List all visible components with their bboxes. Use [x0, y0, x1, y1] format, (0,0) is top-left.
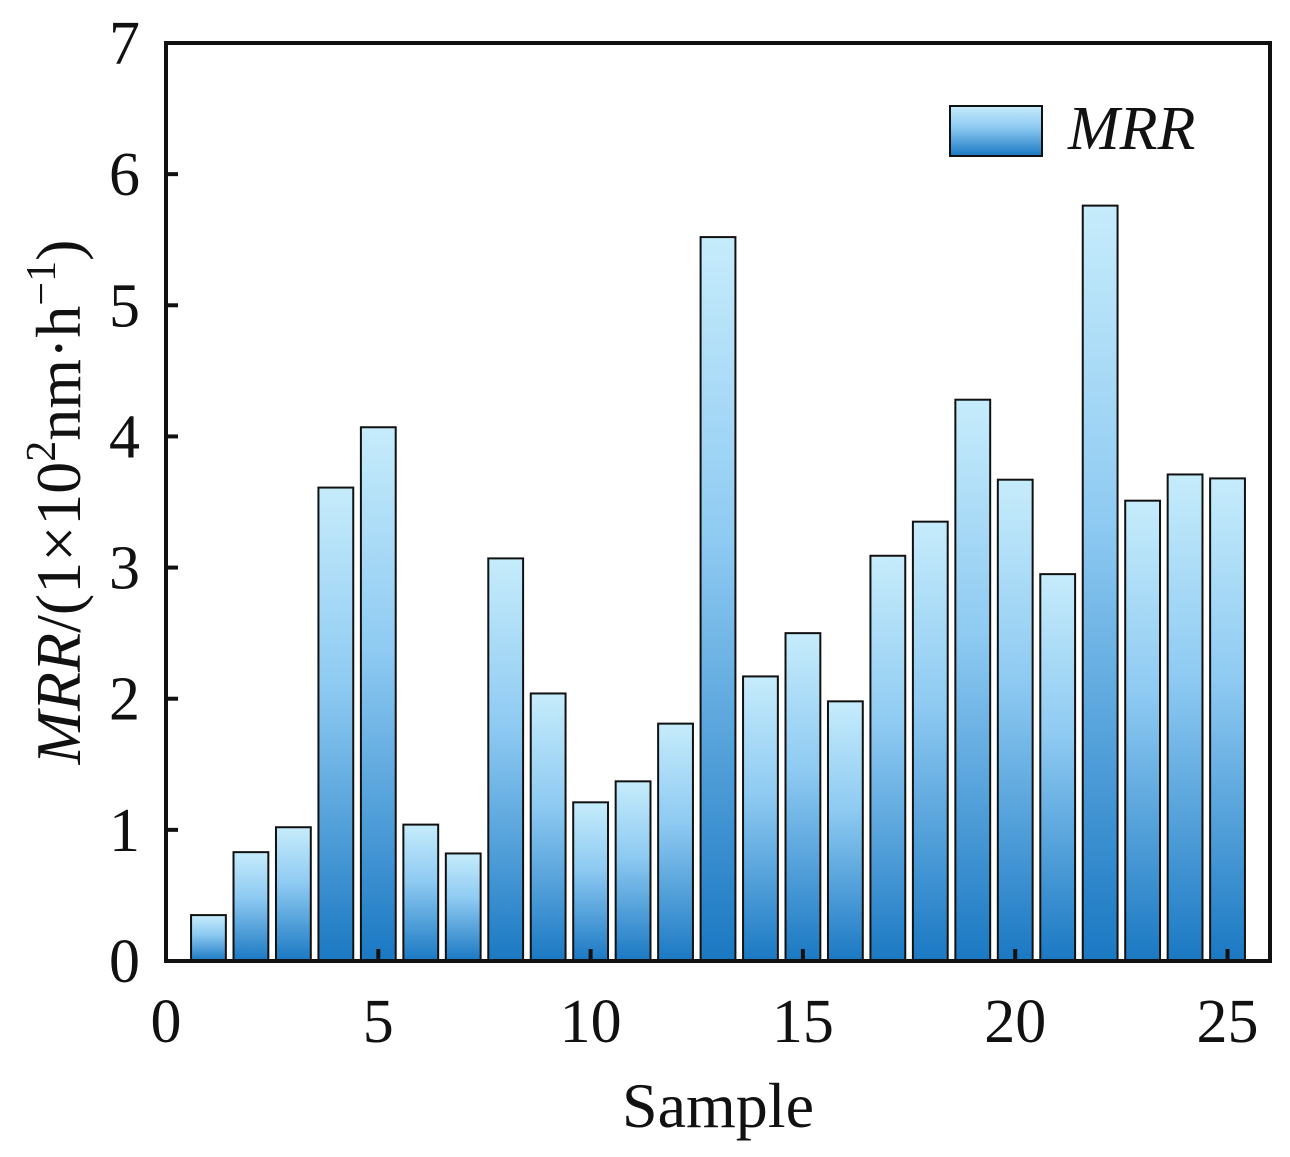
x-axis-label: Sample	[622, 1070, 814, 1141]
y-tick-label-3: 3	[109, 535, 140, 603]
bar-sample-4	[317, 486, 355, 962]
y-tick-label-1: 1	[109, 797, 140, 865]
bar-sample-16	[826, 700, 864, 963]
bar-sample-10	[572, 801, 610, 962]
y-axis-label: MRR/(1×102nm·h−1)	[19, 240, 94, 766]
bar-sample-1	[190, 914, 227, 962]
legend-swatch	[949, 105, 1043, 157]
bar-sample-3	[274, 826, 312, 963]
bar-sample-7	[444, 852, 482, 962]
bar-sample-22	[1081, 204, 1119, 963]
bar-sample-11	[614, 780, 652, 962]
bar-sample-19	[954, 398, 992, 962]
bar-sample-12	[657, 722, 694, 962]
x-tick-label-5: 5	[363, 988, 394, 1056]
bars-group	[190, 204, 1246, 963]
bar-sample-17	[869, 554, 907, 962]
plot-frame	[164, 41, 1272, 963]
y-tick-label-0: 0	[109, 928, 140, 996]
y-tick-label-6: 6	[109, 141, 140, 209]
bar-sample-20	[996, 478, 1034, 962]
y-axis-ticks: 0 1 2 3 4 5 6 7	[109, 10, 178, 996]
bar-sample-6	[402, 823, 440, 963]
y-axis-label-prefix: /(1×10	[23, 462, 94, 633]
y-axis-label-italic: MRR	[23, 633, 94, 766]
bar-sample-14	[742, 675, 779, 962]
y-axis-label-suffix: )	[23, 240, 94, 261]
bar-sample-9	[529, 692, 567, 962]
y-tick-label-2: 2	[109, 666, 140, 734]
y-tick-label-5: 5	[109, 272, 140, 340]
bar-sample-13	[699, 236, 737, 962]
x-axis-ticks: 0 5 10 15 20 25	[151, 949, 1259, 1056]
y-tick-label-7: 7	[109, 10, 140, 78]
x-tick-label-20: 20	[984, 988, 1046, 1056]
bar-sample-18	[911, 520, 949, 963]
bar-sample-8	[487, 557, 525, 962]
x-tick-label-0: 0	[151, 988, 182, 1056]
x-tick-label-25: 25	[1197, 988, 1259, 1056]
y-axis-label-superscript-minus-1: −1	[19, 261, 65, 306]
legend-label: MRR	[1067, 95, 1195, 163]
x-tick-label-15: 15	[772, 988, 834, 1056]
bar-sample-5	[359, 426, 397, 962]
bar-sample-25	[1209, 477, 1246, 962]
bar-sample-21	[1039, 573, 1077, 963]
bar-sample-23	[1124, 499, 1162, 962]
bar-sample-24	[1166, 473, 1204, 962]
y-tick-label-4: 4	[109, 403, 140, 471]
bar-sample-2	[232, 851, 270, 962]
y-axis-label-superscript-2: 2	[19, 441, 65, 462]
legend: MRR	[949, 95, 1195, 163]
bar-sample-15	[784, 632, 822, 963]
x-tick-label-10: 10	[560, 988, 622, 1056]
y-axis-label-middle: nm·h	[23, 306, 94, 441]
